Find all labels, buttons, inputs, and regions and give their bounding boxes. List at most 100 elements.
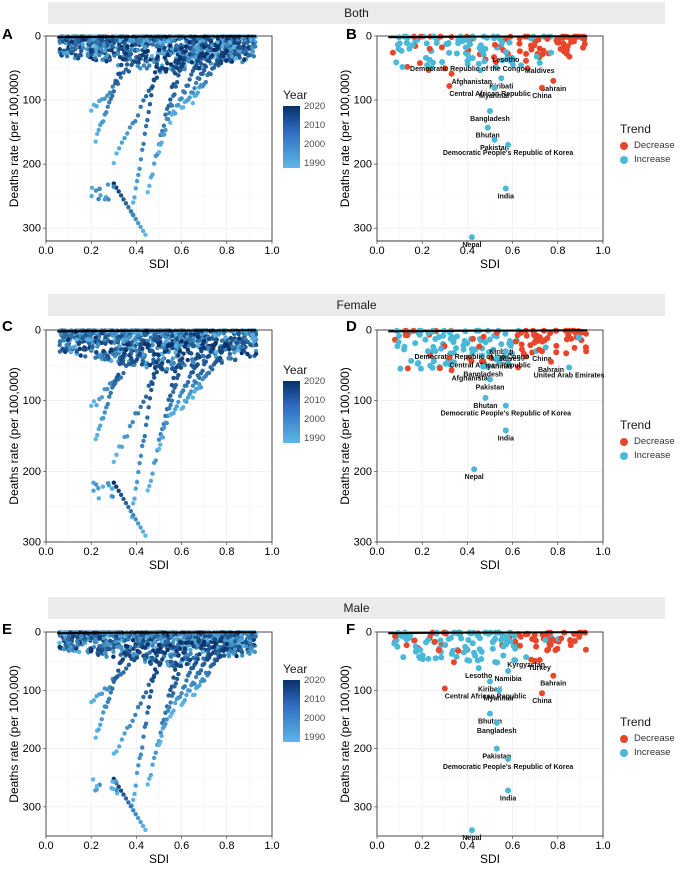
increase-point <box>500 643 507 650</box>
increase-point <box>474 632 481 639</box>
year-point <box>99 340 104 346</box>
year-point <box>245 650 251 655</box>
year-point <box>154 659 159 664</box>
country-label: Maldives <box>491 356 521 363</box>
year-point <box>77 45 83 50</box>
year-point <box>99 717 104 722</box>
year-point <box>91 399 97 404</box>
year-point <box>155 352 160 357</box>
year-point <box>176 73 181 78</box>
year-point <box>214 349 219 355</box>
year-point <box>160 657 165 662</box>
increase-point <box>512 645 519 652</box>
year-point <box>95 432 100 438</box>
year-point <box>142 645 148 650</box>
year-point <box>122 651 127 656</box>
country-label: Pakistan <box>482 754 511 761</box>
increase-point <box>438 654 445 661</box>
year-point <box>184 399 189 405</box>
year-point <box>177 694 183 700</box>
year-point <box>187 688 192 693</box>
decrease-dot <box>620 734 628 743</box>
year-point <box>105 93 110 98</box>
year-point <box>150 381 155 387</box>
x-tick-label: 0.4 <box>129 546 144 558</box>
increase-point <box>469 640 476 647</box>
x-tick-label: 0.8 <box>219 245 234 257</box>
year-point <box>123 201 129 206</box>
decrease-point <box>450 659 457 666</box>
year-legend-female: Year 2020 2010 2000 1990 <box>283 363 338 444</box>
year-point <box>189 60 195 65</box>
year-point <box>179 46 184 51</box>
strip-male: Male <box>48 597 665 619</box>
year-point <box>206 670 212 676</box>
year-point <box>119 357 124 363</box>
y-tick-label: 0 <box>35 627 41 639</box>
year-point <box>132 195 137 200</box>
year-point <box>223 335 228 340</box>
year-point <box>95 131 100 137</box>
labeled-country-point <box>441 685 448 692</box>
year-point <box>143 721 149 726</box>
year-point <box>226 356 231 361</box>
year-point <box>164 366 170 372</box>
increase-dot <box>620 451 628 460</box>
year-point <box>57 38 63 44</box>
country-label: Lesotho <box>492 57 519 64</box>
increase-point <box>406 45 413 52</box>
year-point <box>182 344 188 349</box>
year-point <box>108 638 113 644</box>
year-point <box>223 58 229 63</box>
year-point <box>65 636 71 642</box>
year-point <box>145 342 150 347</box>
year-point <box>188 651 193 656</box>
year-point <box>242 57 247 62</box>
year-point <box>137 460 142 466</box>
increase-point <box>505 359 512 366</box>
labeled-country-point <box>538 84 545 91</box>
year-point <box>92 43 98 49</box>
year-point <box>133 811 138 817</box>
year-point <box>166 662 171 668</box>
increase-point <box>510 56 517 63</box>
year-point <box>224 641 229 646</box>
increase-point <box>518 62 525 69</box>
country-label: Afghanistan <box>452 375 492 382</box>
year-point <box>171 675 176 680</box>
year-tick: 2010 <box>304 395 326 406</box>
y-tick-label: 100 <box>354 685 372 697</box>
year-point <box>96 652 101 658</box>
year-point <box>141 438 146 444</box>
year-point <box>119 737 125 742</box>
year-point <box>57 339 63 345</box>
year-point <box>115 51 121 57</box>
frontier-line <box>57 631 257 635</box>
year-point <box>130 797 136 803</box>
year-point <box>91 698 97 703</box>
year-point <box>105 104 110 109</box>
plot-frame: 0 100 200 300 0.0 0.2 0.4 0.6 0.8 1.0 SDI Deaths ra… <box>338 627 611 867</box>
year-point <box>111 645 116 650</box>
year-point <box>144 634 150 639</box>
year-point <box>141 98 146 103</box>
year-point <box>145 415 150 420</box>
decrease-point <box>436 365 443 372</box>
year-point <box>240 344 246 350</box>
year-point <box>95 342 101 347</box>
year-point <box>63 349 68 355</box>
increase-dot <box>620 748 628 757</box>
year-point <box>235 348 241 353</box>
country-label: Maldives <box>525 68 555 75</box>
labeled-country-point <box>538 348 545 355</box>
year-point <box>156 446 162 452</box>
year-point <box>164 717 169 722</box>
year-point <box>89 193 94 199</box>
year-point <box>174 404 179 409</box>
year-point <box>154 653 160 658</box>
decrease-point <box>438 44 445 51</box>
year-point <box>192 692 197 697</box>
year-point <box>187 350 192 355</box>
year-point <box>173 84 178 89</box>
x-tick-label: 0.8 <box>550 245 565 257</box>
